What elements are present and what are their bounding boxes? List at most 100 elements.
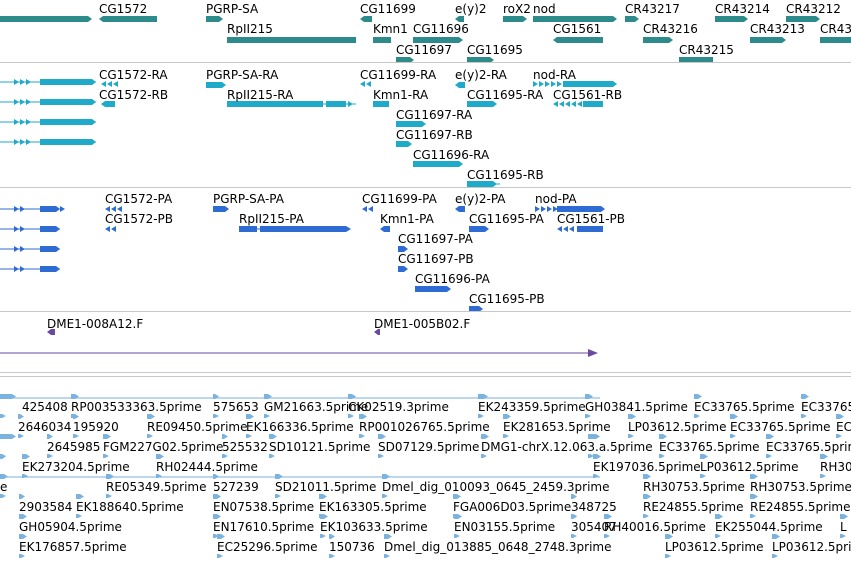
est-label[interactable]: EC33765 xyxy=(801,400,851,414)
transcript-label[interactable]: PGRP-SA-RA xyxy=(206,68,279,82)
est-glyph[interactable] xyxy=(22,454,30,459)
protein-label[interactable]: CG1561-PB xyxy=(557,212,626,226)
est-label[interactable]: EN03155.5prime xyxy=(454,520,556,534)
transcript-glyph[interactable] xyxy=(396,141,412,147)
est-glyph[interactable] xyxy=(47,434,53,439)
transcript-glyph[interactable] xyxy=(101,81,106,87)
est-label[interactable]: RE09450.5prime xyxy=(147,420,248,434)
est-label[interactable]: RE05349.5prime xyxy=(106,480,207,494)
protein-glyph[interactable] xyxy=(362,206,367,212)
gene-label[interactable]: roX2 xyxy=(503,2,531,16)
est-glyph[interactable] xyxy=(47,454,53,458)
est-glyph[interactable] xyxy=(275,494,281,498)
est-label[interactable]: EK281653.5prime xyxy=(503,420,611,434)
transcript-glyph[interactable] xyxy=(40,139,96,145)
transcript-glyph[interactable] xyxy=(551,81,556,87)
est-glyph[interactable] xyxy=(384,534,392,539)
est-label[interactable]: 2645985 xyxy=(47,440,101,454)
transcript-glyph[interactable] xyxy=(348,101,353,107)
gene-label[interactable]: CR43212 xyxy=(786,2,841,16)
gene-glyph[interactable] xyxy=(455,16,464,22)
est-glyph[interactable] xyxy=(585,414,591,418)
est-glyph[interactable] xyxy=(269,454,275,458)
est-glyph[interactable] xyxy=(18,414,24,419)
est-label[interactable]: 305407 xyxy=(571,520,617,534)
clone-label[interactable]: DME1-008A12.F xyxy=(47,317,144,331)
protein-label[interactable]: Kmn1-PA xyxy=(380,212,434,226)
est-label[interactable]: LP03612.5prime xyxy=(628,420,727,434)
est-label[interactable]: EK166336.5prime xyxy=(246,420,354,434)
est-glyph[interactable] xyxy=(329,554,335,558)
est-label[interactable]: EN17610.5prime xyxy=(213,520,315,534)
protein-glyph[interactable] xyxy=(398,266,408,272)
transcript-glyph[interactable] xyxy=(206,82,226,88)
transcript-glyph[interactable] xyxy=(20,79,25,85)
est-glyph[interactable] xyxy=(571,514,577,519)
protein-glyph[interactable] xyxy=(14,226,19,232)
transcript-glyph[interactable] xyxy=(26,119,31,125)
protein-glyph[interactable] xyxy=(535,206,540,212)
est-glyph[interactable] xyxy=(772,554,778,558)
est-glyph[interactable] xyxy=(478,414,484,418)
protein-glyph[interactable] xyxy=(239,226,257,232)
est-glyph[interactable] xyxy=(73,414,79,419)
est-glyph[interactable] xyxy=(213,414,219,418)
protein-glyph[interactable] xyxy=(557,226,562,232)
transcript-label[interactable]: CG11697-RA xyxy=(396,108,473,122)
transcript-label[interactable]: CG11696-RA xyxy=(413,148,490,162)
protein-glyph[interactable] xyxy=(40,226,60,232)
est-label[interactable]: FGA006D03.5prime xyxy=(453,500,572,514)
est-glyph[interactable] xyxy=(836,414,844,419)
transcript-label[interactable]: CG1572-RA xyxy=(99,68,168,82)
est-label[interactable]: 150736 xyxy=(329,540,375,554)
protein-glyph[interactable] xyxy=(455,206,465,212)
transcript-label[interactable]: CG11695-RB xyxy=(467,168,544,182)
est-glyph[interactable] xyxy=(329,534,335,539)
est-glyph[interactable] xyxy=(0,434,16,439)
transcript-label[interactable]: nod-RA xyxy=(533,68,576,82)
est-label[interactable]: SD10121.5prime xyxy=(269,440,371,454)
est-label[interactable]: e xyxy=(0,480,8,494)
est-label[interactable]: RH30753.5prime xyxy=(643,480,745,494)
est-glyph[interactable] xyxy=(820,474,826,478)
est-glyph[interactable] xyxy=(481,454,487,458)
est-label[interactable]: GH05904.5prime xyxy=(19,520,122,534)
gene-glyph[interactable] xyxy=(227,37,356,43)
protein-glyph[interactable] xyxy=(346,226,351,232)
est-label[interactable]: EK176857.5prime xyxy=(19,540,127,554)
protein-label[interactable]: CG11695-PB xyxy=(469,292,545,306)
est-glyph[interactable] xyxy=(213,494,221,499)
transcript-glyph[interactable] xyxy=(373,101,389,107)
transcript-label[interactable]: Kmn1-RA xyxy=(373,88,429,102)
est-glyph[interactable] xyxy=(348,414,354,418)
est-glyph[interactable] xyxy=(628,414,636,419)
transcript-glyph[interactable] xyxy=(545,81,550,87)
est-glyph[interactable] xyxy=(453,494,461,499)
transcript-glyph[interactable] xyxy=(20,139,25,145)
est-label[interactable]: EK103633.5prime xyxy=(320,520,428,534)
est-glyph[interactable] xyxy=(571,534,577,538)
gene-label[interactable]: Kmn1 xyxy=(373,22,408,36)
est-glyph[interactable] xyxy=(320,514,328,519)
transcript-glyph[interactable] xyxy=(40,99,96,105)
protein-glyph[interactable] xyxy=(415,286,451,292)
est-glyph[interactable] xyxy=(503,434,509,438)
est-label[interactable]: RH30753.5prime xyxy=(750,480,851,494)
est-label[interactable]: 527239 xyxy=(213,480,259,494)
est-glyph[interactable] xyxy=(18,434,24,438)
protein-glyph[interactable] xyxy=(380,226,390,232)
protein-glyph[interactable] xyxy=(213,206,229,212)
est-glyph[interactable] xyxy=(750,494,758,499)
est-glyph[interactable] xyxy=(73,434,79,438)
transcript-glyph[interactable] xyxy=(227,101,323,107)
gene-label[interactable]: nod xyxy=(533,2,556,16)
gene-glyph[interactable] xyxy=(373,37,391,43)
protein-label[interactable]: CG1572-PA xyxy=(105,192,173,206)
protein-glyph[interactable] xyxy=(547,206,552,212)
est-glyph[interactable] xyxy=(503,414,511,419)
est-label[interactable]: RE24855.5prime xyxy=(750,500,851,514)
est-glyph[interactable] xyxy=(19,534,27,539)
est-glyph[interactable] xyxy=(694,414,700,418)
est-glyph[interactable] xyxy=(665,554,671,558)
gene-glyph[interactable] xyxy=(750,37,786,43)
